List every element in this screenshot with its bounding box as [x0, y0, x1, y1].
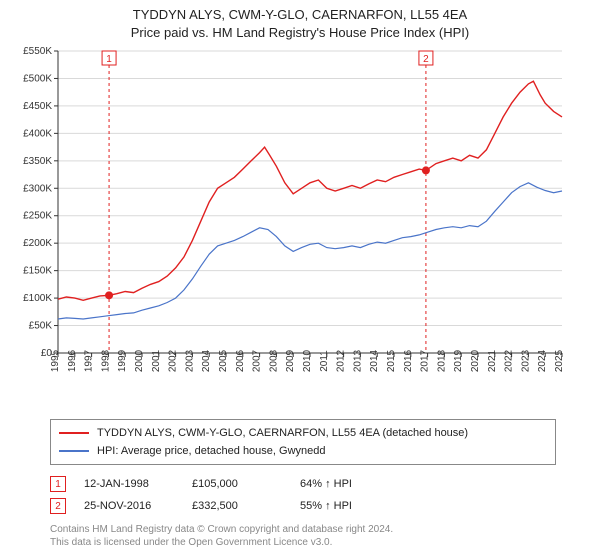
sale-price: £332,500	[192, 500, 282, 512]
legend-swatch	[59, 432, 89, 434]
title-line-1: TYDDYN ALYS, CWM-Y-GLO, CAERNARFON, LL55…	[0, 6, 600, 24]
chart-title-block: TYDDYN ALYS, CWM-Y-GLO, CAERNARFON, LL55…	[0, 0, 600, 43]
sale-row: 2 25-NOV-2016 £332,500 55% ↑ HPI	[50, 495, 548, 517]
svg-text:2: 2	[423, 54, 429, 65]
svg-text:£450K: £450K	[23, 101, 52, 112]
sale-badge: 2	[50, 498, 66, 514]
legend-label: HPI: Average price, detached house, Gwyn…	[97, 445, 326, 457]
legend: TYDDYN ALYS, CWM-Y-GLO, CAERNARFON, LL55…	[50, 419, 556, 465]
chart-area: £0£50K£100K£150K£200K£250K£300K£350K£400…	[10, 43, 590, 413]
svg-text:£550K: £550K	[23, 46, 52, 57]
svg-text:£200K: £200K	[23, 238, 52, 249]
svg-text:£300K: £300K	[23, 183, 52, 194]
legend-swatch	[59, 450, 89, 452]
sale-delta: 55% ↑ HPI	[300, 500, 390, 512]
sale-delta: 64% ↑ HPI	[300, 478, 390, 490]
svg-text:1: 1	[106, 54, 112, 65]
sale-price: £105,000	[192, 478, 282, 490]
sale-badge: 1	[50, 476, 66, 492]
svg-text:£50K: £50K	[29, 321, 53, 332]
legend-label: TYDDYN ALYS, CWM-Y-GLO, CAERNARFON, LL55…	[97, 427, 468, 439]
sale-date: 12-JAN-1998	[84, 478, 174, 490]
legend-item: HPI: Average price, detached house, Gwyn…	[59, 442, 547, 460]
attribution: Contains HM Land Registry data © Crown c…	[50, 523, 600, 549]
svg-text:£500K: £500K	[23, 74, 52, 85]
svg-text:£350K: £350K	[23, 156, 52, 167]
sale-date: 25-NOV-2016	[84, 500, 174, 512]
attribution-line: This data is licensed under the Open Gov…	[50, 536, 600, 549]
svg-text:£250K: £250K	[23, 211, 52, 222]
svg-text:£150K: £150K	[23, 266, 52, 277]
svg-text:£400K: £400K	[23, 128, 52, 139]
attribution-line: Contains HM Land Registry data © Crown c…	[50, 523, 600, 536]
svg-text:£100K: £100K	[23, 293, 52, 304]
legend-item: TYDDYN ALYS, CWM-Y-GLO, CAERNARFON, LL55…	[59, 424, 547, 442]
sale-row: 1 12-JAN-1998 £105,000 64% ↑ HPI	[50, 473, 548, 495]
title-line-2: Price paid vs. HM Land Registry's House …	[0, 24, 600, 42]
